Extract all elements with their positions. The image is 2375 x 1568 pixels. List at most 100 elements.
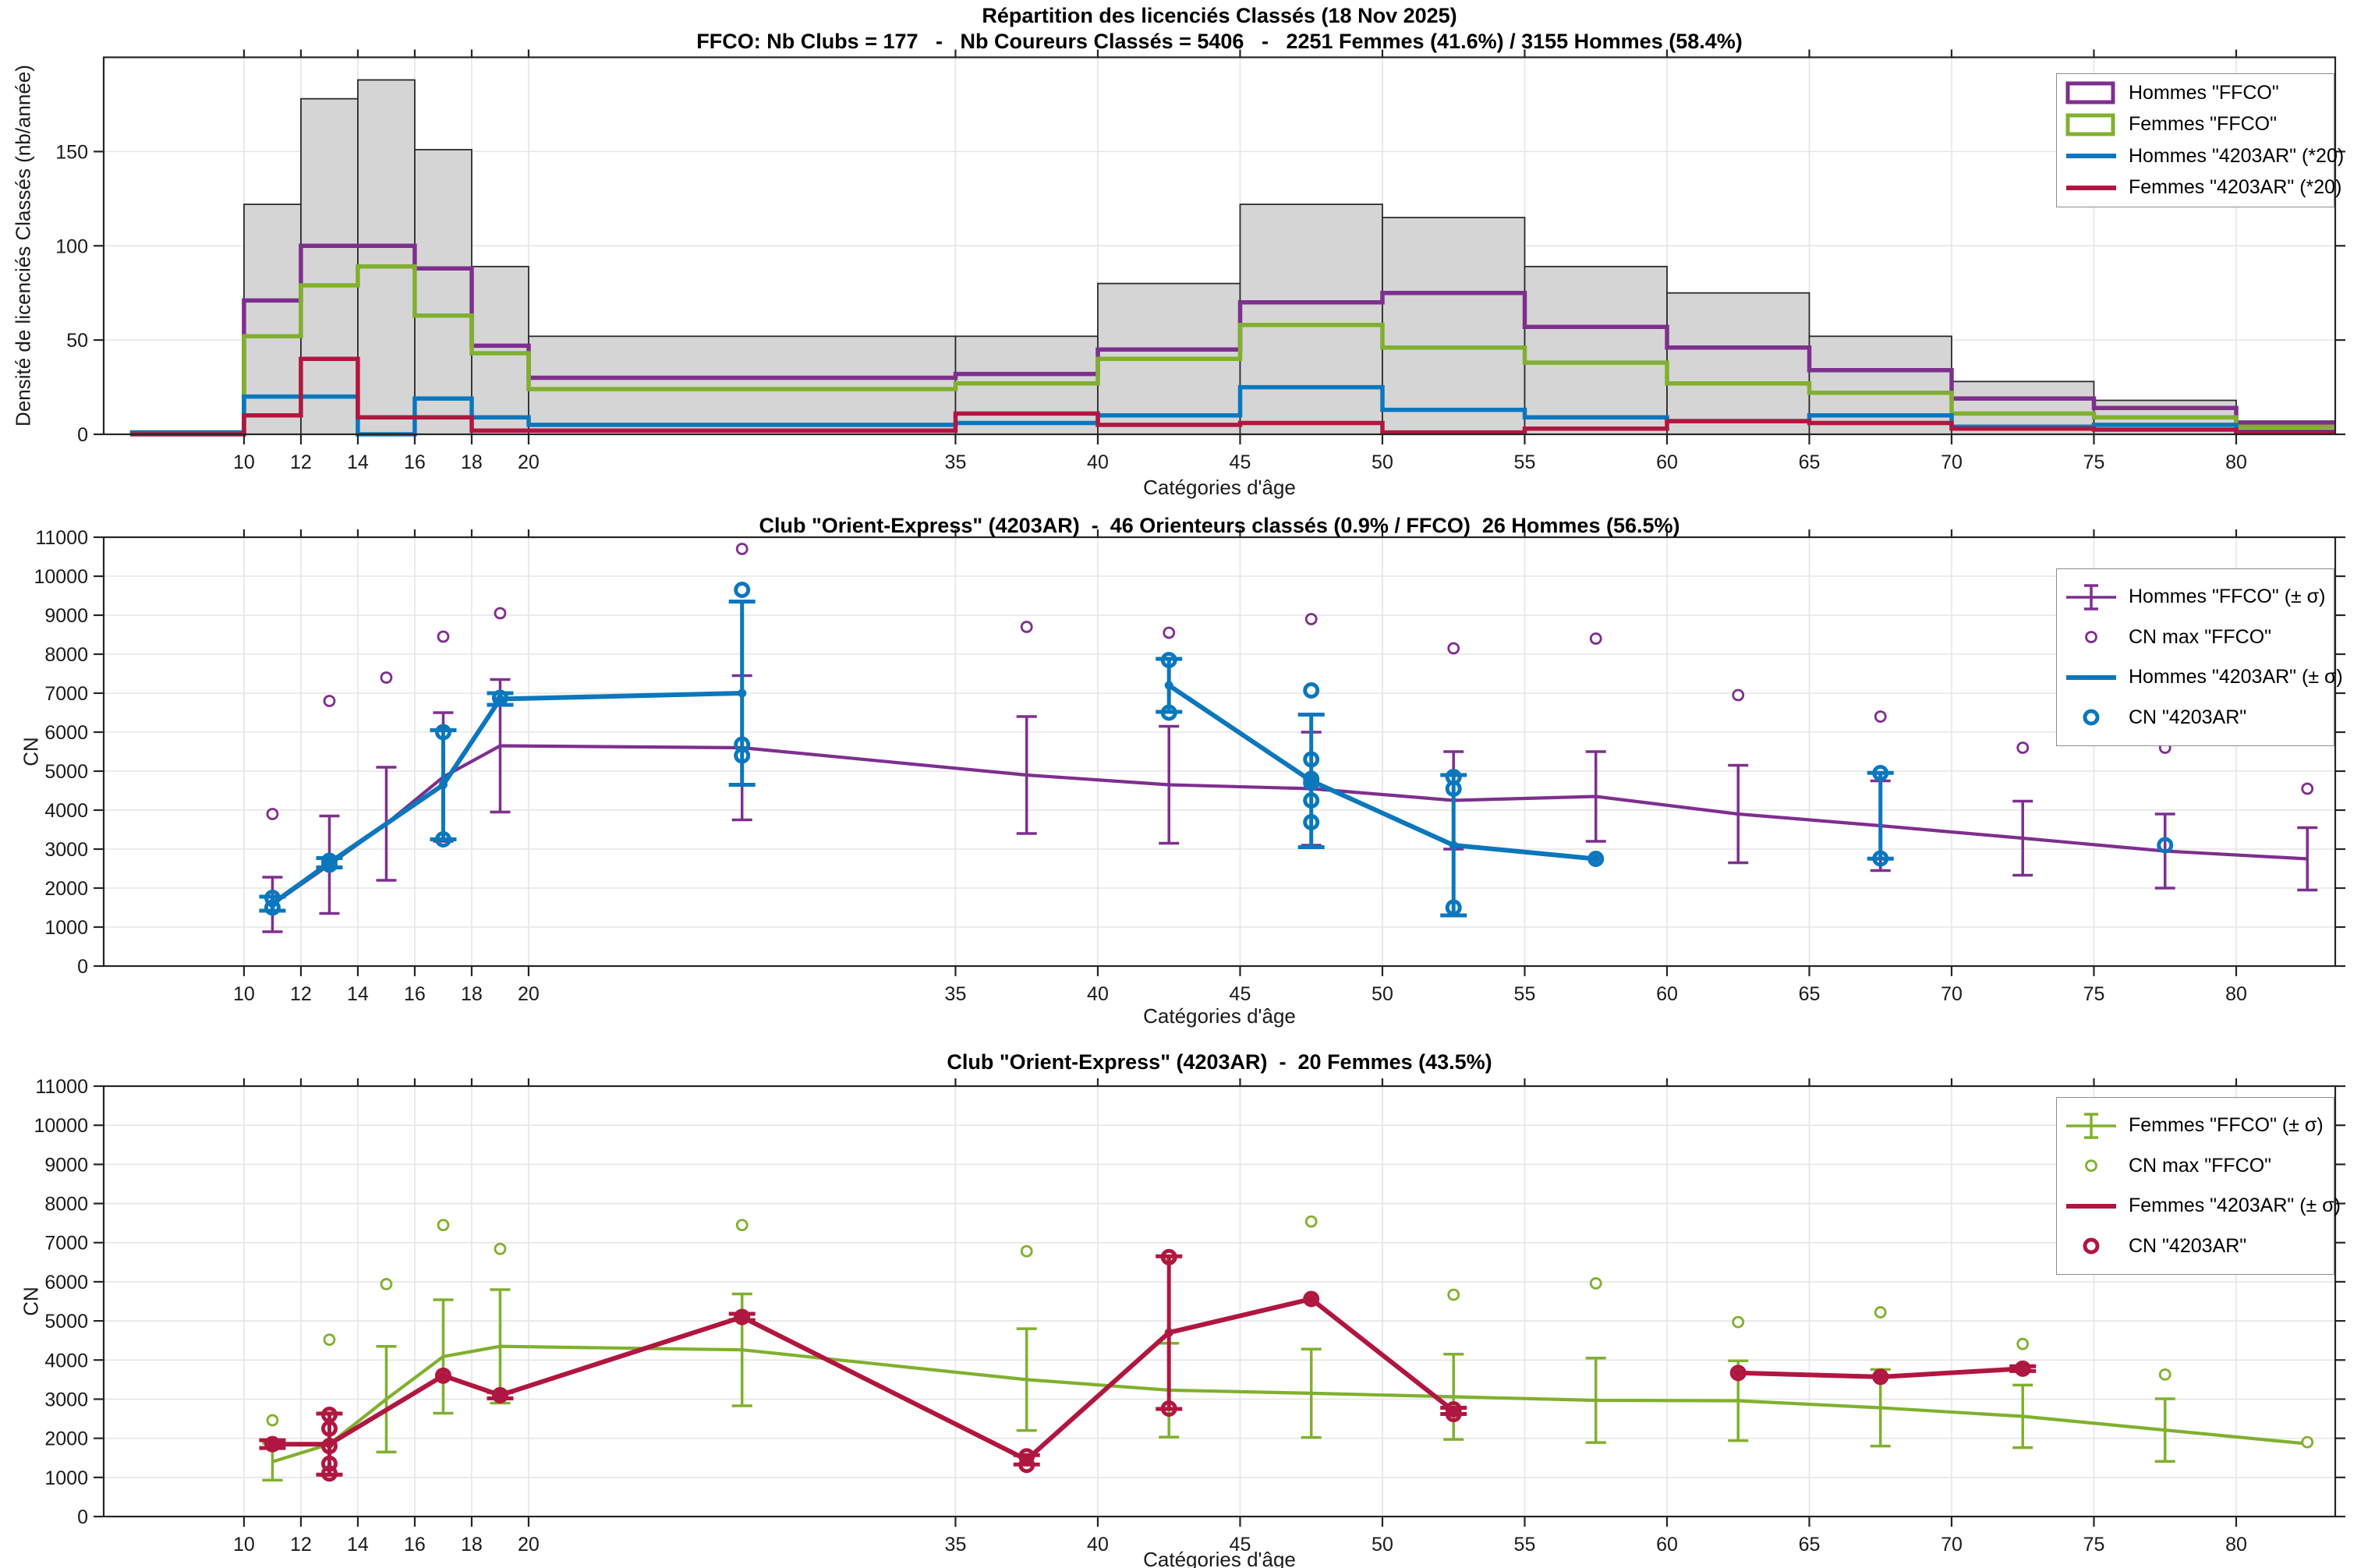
histogram-bar [1239, 204, 1383, 435]
cn-max-point [1447, 1288, 1460, 1301]
y-tick-label: 150 [55, 141, 88, 163]
x-tick-label: 50 [1372, 1534, 1393, 1556]
y-tick-label: 11000 [35, 527, 88, 549]
bottom-chart-legend: Femmes "FFCO" (± σ) CN max "FFCO" Femmes "… [2056, 1097, 2341, 1275]
legend-label: CN "4203AR" [2129, 706, 2247, 728]
cn-club-point [1303, 792, 1320, 809]
ffco-mean-line [271, 744, 2308, 906]
cn-max-point [1163, 626, 1176, 639]
cn-max-point [2301, 782, 2314, 795]
cn-max-point [1732, 688, 1745, 702]
y-tick-label: 5000 [44, 1311, 88, 1333]
y-tick-label: 3000 [44, 1389, 88, 1410]
club-cn-points [264, 582, 2174, 916]
cn-club-point [1303, 682, 1320, 699]
cn-club-point [1018, 1457, 1035, 1474]
x-tick-label: 55 [1514, 983, 1536, 1005]
legend-line-icon [2066, 1203, 2116, 1209]
x-tick-label: 16 [404, 983, 426, 1005]
cn-max-point [1732, 1315, 1745, 1329]
cn-club-point [1872, 850, 1889, 867]
x-tick-label: 60 [1656, 983, 1678, 1005]
top-chart-subtitle: FFCO: Nb Clubs = 177 - Nb Coureurs Class… [696, 30, 1743, 53]
x-tick-label: 14 [347, 983, 369, 1005]
cn-max-point [266, 1414, 279, 1427]
legend-label: Hommes "FFCO" [2129, 81, 2279, 104]
cn-max-point [1304, 1215, 1318, 1228]
x-tick-label: 18 [461, 1534, 483, 1556]
x-tick-label: 55 [1514, 1534, 1536, 1556]
x-tick-label: 60 [1656, 1534, 1678, 1556]
legend-item: Femmes "FFCO" (± σ) [2065, 1110, 2326, 1141]
cn-club-point [1160, 1248, 1177, 1265]
ffco-errorbars [262, 1288, 2175, 1482]
cn-max-point [323, 1333, 336, 1347]
cn-club-point [1729, 1364, 1747, 1382]
histogram-bars [243, 79, 2336, 435]
x-tick-label: 16 [404, 451, 426, 473]
legend-label: Hommes "4203AR" (*20) [2129, 144, 2345, 167]
legend-circle-bold-icon [2083, 709, 2100, 726]
y-tick-label: 1000 [44, 917, 88, 939]
y-tick-label: 50 [66, 330, 88, 352]
x-tick-label: 40 [1087, 983, 1109, 1005]
x-tick-label: 45 [1230, 1534, 1251, 1556]
x-tick-label: 20 [518, 1534, 540, 1556]
cn-club-point [320, 1438, 338, 1455]
cn-club-point [1445, 1406, 1462, 1423]
legend-item: Hommes "FFCO" [2065, 77, 2326, 108]
legend-label: Femmes "FFCO" [2129, 113, 2277, 136]
legend-label: Hommes "4203AR" (± σ) [2129, 666, 2343, 688]
x-tick-label: 60 [1656, 451, 1678, 473]
x-tick-label: 10 [233, 983, 255, 1005]
cn-club-point [434, 724, 451, 741]
legend-circle-icon [2085, 1159, 2097, 1173]
x-tick-label: 80 [2225, 1534, 2247, 1556]
cn-club-point [491, 1386, 508, 1403]
cn-club-point [320, 1420, 338, 1437]
x-tick-label: 70 [1941, 451, 1963, 473]
cn-club-point [1303, 774, 1320, 791]
cn-max-point [437, 1219, 450, 1232]
cn-club-point [1160, 704, 1177, 721]
legend-item: Femmes "4203AR" (± σ) [2065, 1191, 2341, 1222]
x-tick-label: 80 [2225, 983, 2247, 1005]
y-tick-label: 4000 [44, 800, 88, 822]
x-tick-label: 55 [1514, 451, 1536, 473]
cn-max-point [735, 543, 749, 555]
legend-item: CN "4203AR" [2065, 1230, 2326, 1262]
bottom-chart-ylabel: CN [19, 1287, 43, 1316]
cn-club-point [434, 831, 451, 848]
cn-max-point [437, 630, 450, 643]
cn-max-point [2158, 1368, 2171, 1381]
x-tick-label: 18 [461, 983, 483, 1005]
legend-item: Hommes "4203AR" (± σ) [2065, 662, 2343, 693]
legend-circle-icon [2085, 631, 2097, 644]
bottom-chart-title: Club "Orient-Express" (4203AR) - 20 Femm… [947, 1050, 1492, 1074]
bottom-femmes-chart: 10 12 14 16 18 20 35 40 45 50 55 60 65 70 75 80 0 1000 200… [34, 1076, 2345, 1556]
cn-club-point [1160, 1400, 1177, 1417]
legend-label: Femmes "FFCO" (± σ) [2129, 1114, 2324, 1137]
legend-item: Hommes "4203AR" (*20) [2065, 140, 2344, 172]
y-tick-label: 0 [77, 1506, 88, 1528]
legend-label: CN max "FFCO" [2129, 1154, 2272, 1177]
cn-club-point [734, 747, 751, 764]
cn-max-point [1304, 613, 1318, 625]
cn-max-point [266, 808, 279, 820]
middle-chart-legend: Hommes "FFCO" (± σ) CN max "FFCO" Hommes "… [2056, 568, 2343, 746]
legend-label: Hommes "FFCO" (± σ) [2129, 586, 2326, 608]
cn-club-point [1872, 765, 1889, 781]
legend-box-icon [2065, 113, 2115, 136]
cn-club-point [2014, 1360, 2031, 1377]
cn-club-point [1445, 899, 1462, 916]
y-tick-label: 6000 [44, 722, 88, 744]
cn-max-point [323, 695, 336, 707]
y-tick-label: 10000 [34, 566, 88, 588]
y-tick-label: 5000 [44, 761, 88, 783]
ffco-max-points [266, 543, 2314, 820]
y-tick-label: 6000 [44, 1272, 88, 1294]
y-tick-label: 0 [77, 424, 88, 446]
legend-item: Femmes "4203AR" (*20) [2065, 172, 2341, 204]
grid [104, 1085, 2335, 1517]
